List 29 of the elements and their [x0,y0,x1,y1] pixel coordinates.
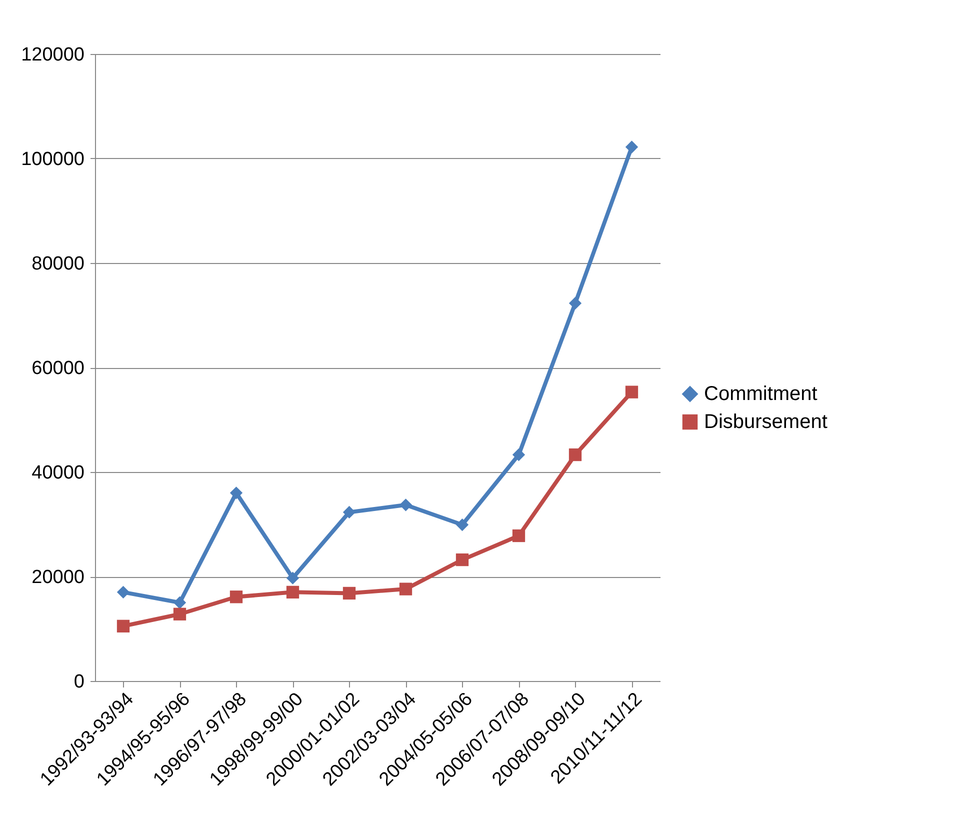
point [286,586,300,598]
point [342,506,356,519]
point [512,529,526,542]
point [173,608,186,620]
y-tick-label: 80000 [32,254,84,274]
point [230,590,243,604]
point [399,582,412,596]
point [116,586,130,598]
y-tick-label: 20000 [32,567,84,588]
point [342,586,356,600]
y-tick-label: 0 [74,672,84,692]
point [173,596,186,609]
legend-label: Disbursement [704,411,828,433]
point [568,296,582,310]
y-tick-label: 40000 [32,462,84,484]
legend-label: Commitment [704,383,818,405]
point [625,386,638,398]
point [399,498,412,512]
point [230,486,243,500]
point [116,620,130,632]
point [625,140,638,154]
point [456,553,469,566]
point [568,448,582,462]
y-tick-label: 100000 [21,149,84,170]
point [456,518,469,532]
y-tick-label: 60000 [32,358,84,379]
point [286,572,300,584]
y-tick-label: 120000 [21,44,84,66]
point [512,448,526,462]
